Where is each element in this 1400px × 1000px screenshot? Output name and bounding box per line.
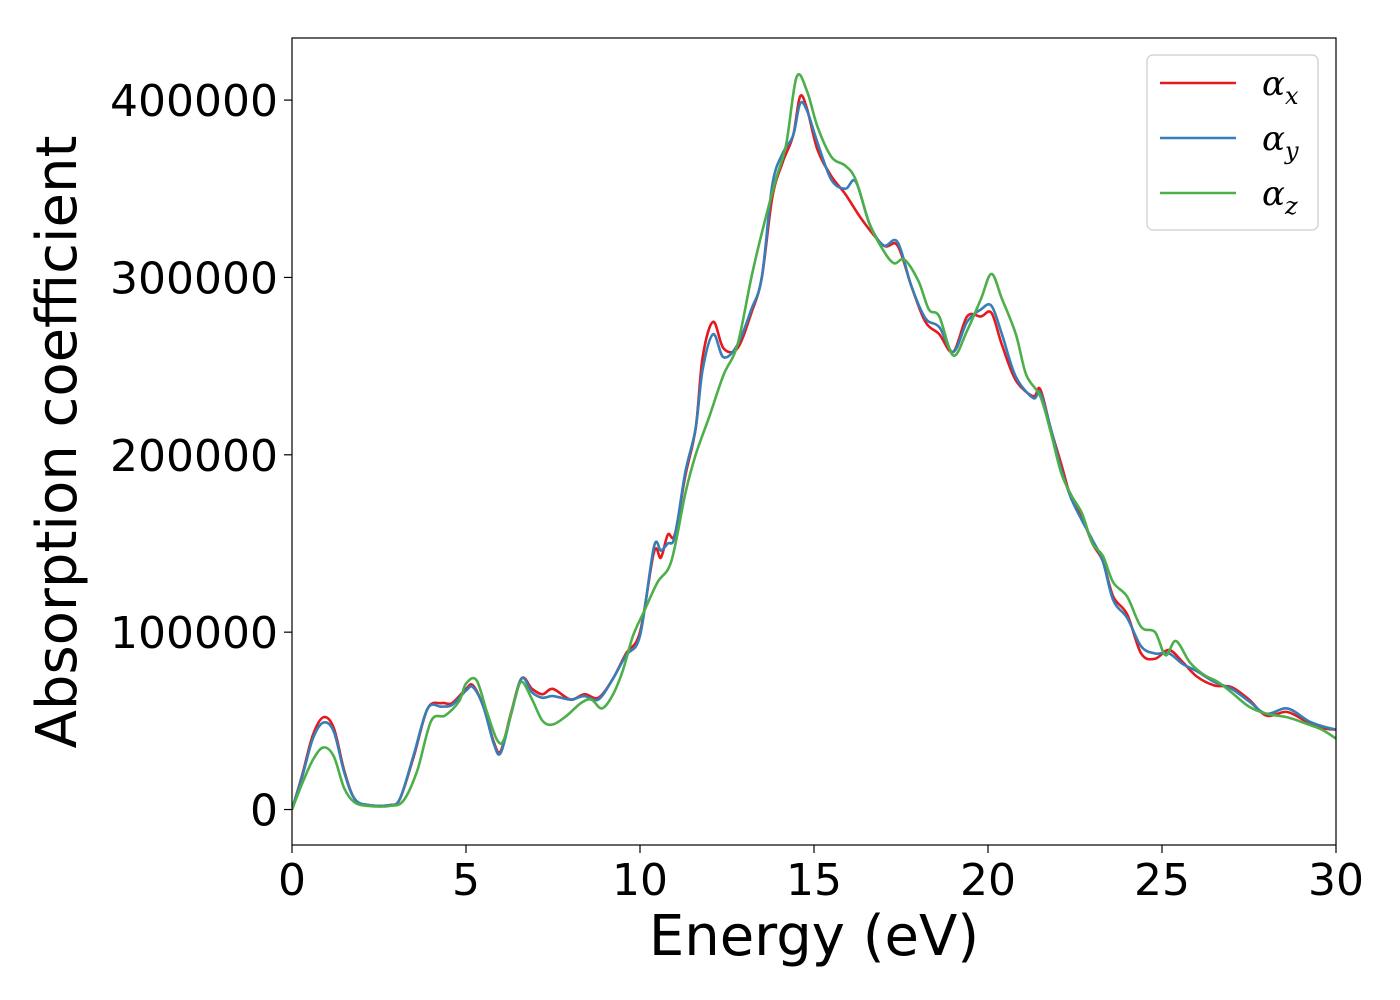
y-tick-label: 300000: [110, 253, 278, 304]
legend-label-x: αx: [1262, 64, 1299, 110]
legend-subscript: y: [1284, 137, 1299, 165]
legend-alpha: α: [1262, 64, 1285, 104]
x-tick-label: 25: [1134, 855, 1190, 906]
x-tick-label: 0: [278, 855, 306, 906]
x-tick-label: 10: [612, 855, 668, 906]
legend-box: [1146, 54, 1319, 231]
x-tick-label: 20: [960, 855, 1016, 906]
y-axis-label: Absorption coefficient: [25, 136, 90, 749]
y-axis-ticks: 0 100000 200000 300000 400000: [110, 76, 292, 837]
x-axis-ticks: 0 5 10 15 20 25 30: [278, 845, 1364, 906]
series-line-y: [292, 100, 1336, 810]
x-tick-label: 15: [786, 855, 842, 906]
legend-alpha: α: [1262, 119, 1285, 159]
y-tick-label: 200000: [110, 431, 278, 482]
y-tick-label: 100000: [110, 608, 278, 659]
x-tick-label: 30: [1308, 855, 1364, 906]
y-tick-label: 0: [250, 786, 278, 837]
legend-subscript: z: [1284, 192, 1298, 220]
legend-subscript: x: [1285, 82, 1299, 110]
legend-label-z: αz: [1262, 174, 1298, 220]
legend-alpha: α: [1262, 174, 1285, 214]
x-axis-label: Energy (eV): [649, 904, 979, 969]
legend-label-y: αy: [1262, 119, 1299, 165]
series-layer: [292, 73, 1336, 811]
x-tick-label: 5: [452, 855, 480, 906]
series-line-z: [292, 73, 1336, 811]
y-tick-label: 400000: [110, 76, 278, 127]
